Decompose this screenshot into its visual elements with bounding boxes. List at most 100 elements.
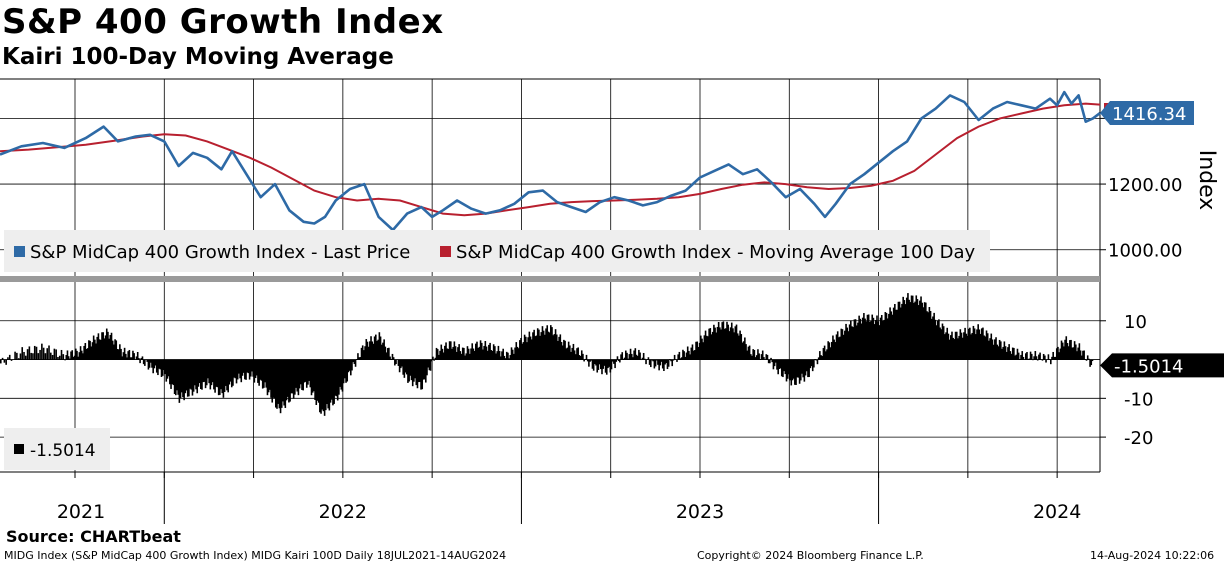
- kairi-bar: [879, 317, 882, 360]
- kairi-bar: [311, 359, 314, 393]
- kairi-bar: [1005, 351, 1008, 360]
- kairi-bar: [169, 359, 171, 385]
- kairi-bar: [277, 359, 279, 404]
- kairi-bar: [288, 359, 290, 403]
- kairi-bar: [407, 359, 409, 383]
- kairi-bar: [426, 359, 428, 376]
- kairi-bar: [805, 359, 808, 372]
- kairi-bar: [340, 359, 343, 390]
- kairi-bar: [369, 341, 371, 360]
- kairi-bar: [219, 359, 221, 395]
- kairi-bar: [595, 359, 597, 366]
- kairi-bar: [528, 331, 531, 360]
- kairi-bar: [153, 359, 156, 369]
- kairi-bar: [140, 357, 143, 360]
- kairi-bar: [1053, 356, 1056, 360]
- kairi-bar: [757, 349, 759, 360]
- kairi-bar: [526, 342, 528, 360]
- kairi-bar: [822, 348, 825, 360]
- kairi-bar: [484, 341, 487, 360]
- kairi-bar: [570, 351, 572, 360]
- kairi-bar: [777, 359, 779, 375]
- kairi-bar: [384, 346, 387, 360]
- kairi-bar: [516, 346, 519, 360]
- kairi-bar: [644, 358, 646, 360]
- kairi-bar: [348, 359, 351, 371]
- kairi-bar: [441, 348, 444, 360]
- kairi-bar: [608, 359, 610, 367]
- kairi-bar: [457, 347, 459, 360]
- kairi-bar: [89, 340, 91, 360]
- kairi-bar: [1084, 359, 1087, 360]
- kairi-bar: [1063, 346, 1065, 360]
- kairi-bar: [660, 359, 663, 362]
- kairi-bar: [694, 350, 696, 360]
- kairi-bar: [1039, 352, 1041, 360]
- kairi-bar: [451, 348, 453, 360]
- kairi-bar: [351, 359, 353, 371]
- kairi-bar: [264, 359, 266, 383]
- kairi-bar: [413, 359, 415, 382]
- kairi-bar: [583, 359, 585, 362]
- kairi-bar: [30, 352, 32, 360]
- kairi-bar: [389, 356, 391, 360]
- kairi-bar: [707, 336, 709, 360]
- kairi-bar: [700, 335, 702, 360]
- kairi-bar: [591, 359, 594, 369]
- kairi-bar: [1045, 359, 1047, 363]
- kairi-bar: [561, 345, 564, 360]
- kairi-bar: [472, 348, 475, 360]
- kairi-bar: [817, 357, 820, 360]
- kairi-bar: [850, 320, 852, 360]
- kairi-bar: [965, 333, 968, 360]
- kairi-bar: [933, 312, 935, 360]
- kairi-bar: [504, 358, 507, 360]
- kairi-bar: [827, 341, 829, 360]
- kairi-bar: [255, 359, 258, 376]
- kairi-bar: [789, 359, 791, 381]
- kairi-bar: [235, 359, 238, 384]
- kairi-bar: [466, 346, 469, 360]
- kairi-bar: [846, 327, 849, 360]
- kairi-bar: [1086, 355, 1089, 360]
- kairi-bar: [1009, 351, 1012, 360]
- kairi-bar: [567, 341, 570, 360]
- kairi-bar: [657, 359, 659, 365]
- kairi-bar: [770, 357, 772, 360]
- kairi-bar: [766, 354, 769, 360]
- kairi-bar: [341, 359, 344, 392]
- kairi-bar: [408, 359, 410, 382]
- kairi-bar: [273, 359, 276, 399]
- kairi-bar: [809, 359, 812, 369]
- kairi-bar: [310, 359, 313, 396]
- kairi-bar: [1027, 358, 1029, 360]
- kairi-bar: [790, 359, 793, 386]
- kairi-bar: [50, 352, 52, 360]
- kairi-bar: [33, 345, 36, 360]
- kairi-bar: [532, 332, 534, 360]
- kairi-bar: [511, 349, 514, 360]
- kairi-bar: [86, 348, 89, 360]
- kairi-bar: [582, 353, 584, 360]
- price-value-tag: [1100, 101, 1194, 126]
- kairi-bar: [62, 354, 65, 360]
- kairi-bar: [855, 325, 858, 360]
- kairi-bar: [110, 332, 113, 360]
- kairi-bar: [751, 355, 753, 360]
- kairi-bar: [1011, 347, 1014, 360]
- kairi-bar: [1076, 351, 1078, 360]
- kairi-bar: [205, 359, 208, 386]
- kairi-bar: [223, 359, 226, 392]
- kairi-bar: [280, 359, 283, 408]
- kairi-bar: [69, 358, 71, 360]
- kairi-bar: [141, 356, 144, 360]
- kairi-bar: [913, 302, 915, 360]
- kairi-bar: [10, 359, 13, 361]
- kairi-bar: [645, 359, 647, 365]
- kairi-bar: [1032, 359, 1034, 361]
- kairi-bar: [120, 348, 122, 360]
- kairi-bar: [458, 344, 460, 360]
- kairi-bar: [245, 359, 247, 380]
- kairi-bar: [615, 359, 618, 362]
- kairi-bar: [1007, 347, 1009, 360]
